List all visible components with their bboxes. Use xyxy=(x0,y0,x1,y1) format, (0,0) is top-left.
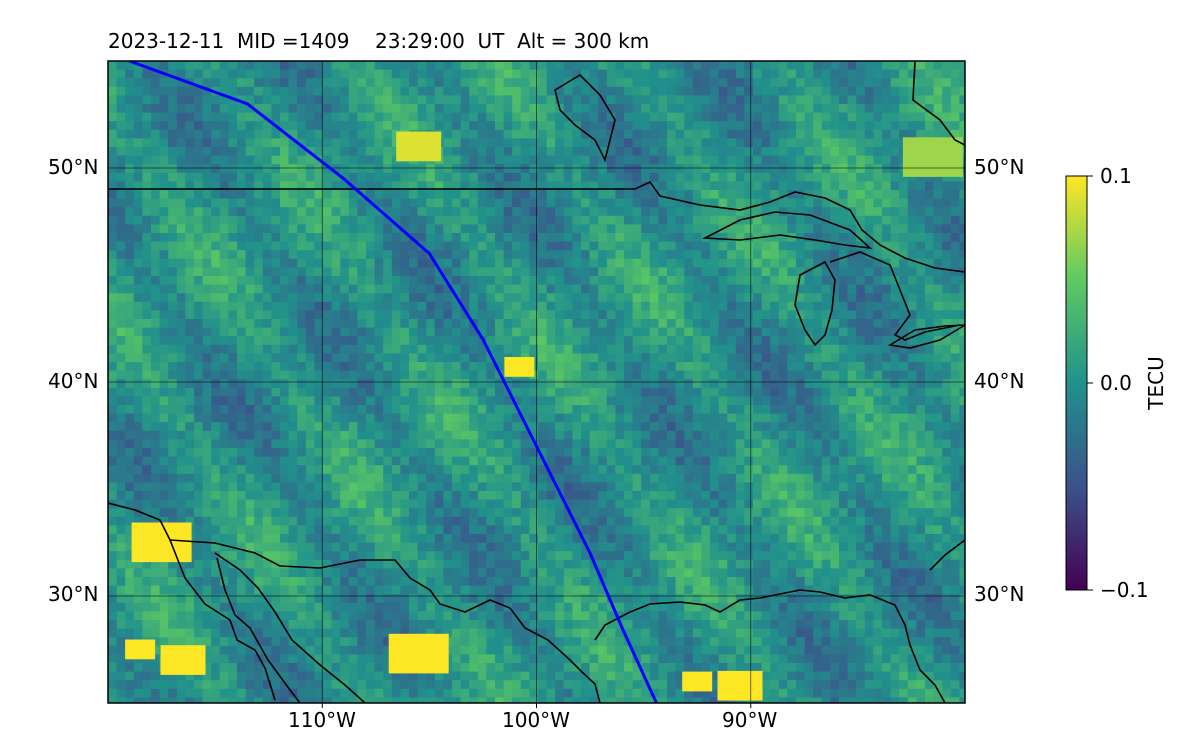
title-mid: MID =1409 xyxy=(236,29,350,53)
lon-label-90w: 90°W xyxy=(722,708,778,732)
axis-ticks xyxy=(321,703,752,708)
coastline-gulf-coast xyxy=(594,589,946,703)
hot-spot xyxy=(682,671,713,692)
gridlines xyxy=(108,61,965,703)
title-alt: Alt = 300 km xyxy=(517,29,650,53)
hudson-bay-shore xyxy=(912,61,965,146)
coastline-gulf xyxy=(216,557,301,703)
lat-label-40n-left: 40°N xyxy=(48,369,99,393)
border-us-mexico xyxy=(169,539,601,703)
lat-label-30n-right: 30°N xyxy=(974,582,1025,606)
hot-spot xyxy=(131,522,192,563)
map-title: 2023-12-11 MID =1409 23:29:00 UT Alt = 3… xyxy=(108,29,649,53)
lake-erie xyxy=(887,324,965,349)
hot-spot xyxy=(388,633,449,674)
hot-spot xyxy=(504,357,535,377)
colorbar-label: TECU xyxy=(1144,356,1168,410)
hot-spot xyxy=(717,670,763,701)
lat-label-50n-right: 50°N xyxy=(974,155,1025,179)
title-time: 23:29:00 UT xyxy=(374,29,505,53)
lake-huron xyxy=(829,251,961,341)
lon-label-100w: 100°W xyxy=(502,708,570,732)
lat-label-40n-right: 40°N xyxy=(974,369,1025,393)
coastline-baja xyxy=(214,552,366,703)
hot-spot xyxy=(902,137,963,177)
colorbar-tick-bottom: −0.1 xyxy=(1100,578,1149,602)
hot-spot xyxy=(396,131,442,162)
tec-field-cells xyxy=(108,61,965,703)
lake-superior xyxy=(702,211,873,250)
tec-hot-spots xyxy=(125,131,963,701)
hot-spot xyxy=(160,645,206,675)
coastlines xyxy=(108,61,965,703)
title-date: 2023-12-11 xyxy=(108,29,225,53)
colorbar xyxy=(1065,175,1088,591)
lat-label-30n-left: 30°N xyxy=(48,582,99,606)
colorbar-ticks xyxy=(1087,175,1093,591)
satellite-track xyxy=(128,61,658,703)
lon-label-110w: 110°W xyxy=(288,708,356,732)
colorbar-tick-top: 0.1 xyxy=(1100,164,1132,188)
lat-label-50n-left: 50°N xyxy=(48,155,99,179)
hot-spot xyxy=(125,639,156,660)
coastline-west xyxy=(108,502,276,701)
lake-michigan xyxy=(794,260,836,347)
border-us-canada xyxy=(108,180,965,273)
colorbar-tick-mid: 0.0 xyxy=(1100,371,1132,395)
arctic-island xyxy=(554,73,616,163)
coastline-florida xyxy=(929,539,965,571)
